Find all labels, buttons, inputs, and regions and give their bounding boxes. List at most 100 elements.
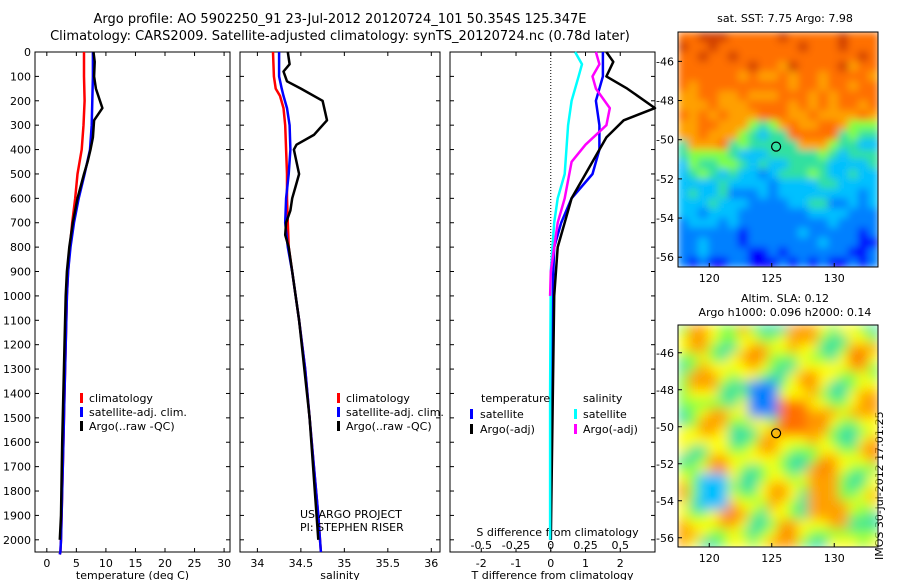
sst-map-title: sat. SST: 7.75 Argo: 7.98 [717,12,853,25]
map-cell [718,389,729,401]
map-cell [758,352,769,364]
map-cell [868,325,878,336]
map-cell [868,362,878,373]
y-tick-label: 900 [10,266,31,279]
map-cell [708,257,719,267]
map-cell [818,120,829,131]
map-cell [848,334,859,345]
map-cell [678,482,689,493]
map-cell [838,491,849,502]
map-cell [718,178,729,190]
map-cell [688,90,699,102]
map-cell [748,473,759,484]
map-cell [748,510,759,521]
map-cell [748,371,759,382]
y-tick-label: 1300 [3,363,31,376]
map-cell [778,343,789,354]
map-cell [818,362,829,373]
map-cell [748,445,759,456]
map-cell [788,51,799,63]
map-cell [678,169,689,180]
map-cell [738,178,749,190]
map-cell [718,380,729,391]
map-cell [718,218,729,229]
map-cell [708,519,719,530]
legend-entry-temperature: Argo(-adj) [480,423,535,436]
map-cell [858,343,869,354]
map-cell [678,227,689,239]
map-cell [738,110,749,122]
map-cell [858,90,869,102]
map-cell [788,100,799,112]
map-cell [708,61,719,73]
map-cell [778,149,789,161]
top-axis-tick-label: -0.25 [502,539,530,552]
map-cell [848,120,859,131]
map-cell [798,343,809,354]
map-cell [738,445,749,456]
map-cell [688,380,699,391]
map-cell [838,399,849,410]
map-cell [758,169,769,180]
map-cell [838,139,849,151]
map-cell [818,445,829,456]
map-cell [838,61,849,73]
map-cell [788,343,799,354]
map-cell [728,71,739,82]
map-cell [828,159,839,171]
map-cell [788,120,799,131]
map-cell [868,257,878,267]
map-cell [848,61,859,73]
map-cell [798,100,809,112]
map-cell [818,528,829,539]
map-cell [768,482,779,493]
map-cell [758,81,769,92]
map-cell [708,188,719,200]
map-cell [858,325,869,336]
map-cell [828,188,839,200]
map-cell [778,463,789,475]
y-tick-label: 1600 [3,436,31,449]
x-tick-label: 10 [99,557,113,570]
map-cell [808,417,819,428]
map-cell [708,463,719,475]
map-cell [708,500,719,512]
map-cell [738,380,749,391]
map-cell [868,100,878,112]
map-cell [748,81,759,92]
map-cell [838,371,849,382]
map-field [678,325,878,547]
map-cell [818,100,829,112]
map-cell [708,491,719,502]
map-cell [798,51,809,63]
map-cell [858,537,869,547]
map-cell [738,169,749,180]
y-tick-label: 1800 [3,485,31,498]
map-cell [788,482,799,493]
map-cell [748,408,759,419]
map-cell [698,445,709,456]
map-cell [688,537,699,547]
map-cell [728,110,739,122]
map-cell [828,408,839,419]
map-field [678,32,878,267]
map-cell [788,325,799,336]
map-cell [808,352,819,364]
map-cell [788,139,799,151]
map-cell [698,473,709,484]
map-cell [788,362,799,373]
map-cell [778,436,789,447]
map-cell [698,257,709,267]
map-cell [788,208,799,220]
x-tick-label: 5 [73,557,80,570]
map-cell [828,71,839,82]
map-cell [828,198,839,210]
map-cell [688,436,699,447]
map-cell [778,454,789,465]
map-cell [718,510,729,521]
map-cell [758,436,769,447]
map-cell [848,500,859,512]
map-cell [788,218,799,229]
map-cell [838,257,849,267]
map-cell [768,473,779,484]
